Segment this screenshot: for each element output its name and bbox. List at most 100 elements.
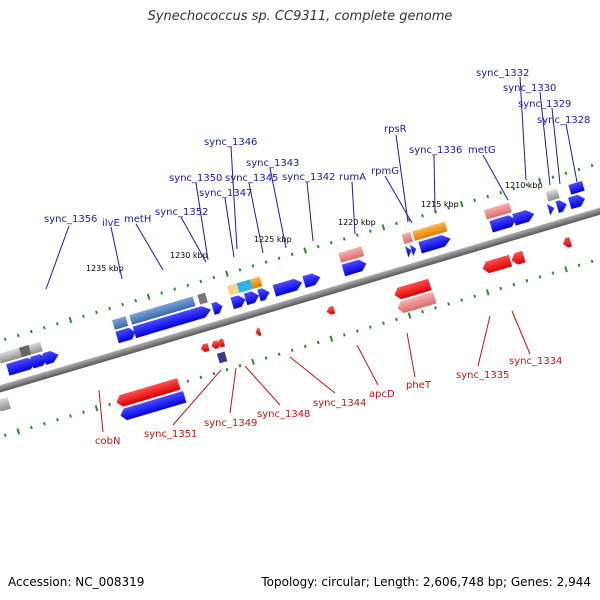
tick-mark <box>82 410 85 414</box>
gene-arrow[interactable] <box>200 343 210 353</box>
gene-label-metG[interactable]: metG <box>468 145 496 156</box>
gene-arrow[interactable] <box>481 254 513 275</box>
gene-label-cobN[interactable]: cobN <box>95 436 120 447</box>
gene-arrow[interactable] <box>489 214 517 233</box>
gene-label-sync-1335[interactable]: sync_1335 <box>456 370 509 381</box>
tick-mark <box>199 279 203 284</box>
gene-arrow[interactable] <box>325 305 336 316</box>
gene-arrow[interactable] <box>119 390 187 422</box>
tick-mark <box>290 252 294 257</box>
tick-mark <box>590 259 594 264</box>
gene-block[interactable] <box>568 181 585 195</box>
gene-arrow[interactable] <box>567 193 587 210</box>
gene-label-sync-1351[interactable]: sync_1351 <box>144 429 197 440</box>
gene-label-sync-1350[interactable]: sync_1350 <box>169 173 222 184</box>
tick-mark <box>485 289 490 296</box>
gene-label-apcD[interactable]: apcD <box>369 389 395 400</box>
gene-label-sync-1346[interactable]: sync_1346 <box>204 137 257 148</box>
gene-block[interactable] <box>129 296 196 325</box>
reverse-strand-genes <box>0 236 573 422</box>
tick-mark <box>3 337 7 342</box>
gene-block[interactable] <box>112 316 129 330</box>
gene-label-sync-1342[interactable]: sync_1342 <box>282 172 335 183</box>
gene-label-ilvE[interactable]: ilvE <box>102 218 120 229</box>
gene-arrow[interactable] <box>210 340 220 350</box>
gene-label-rpsR[interactable]: rpsR <box>384 124 407 135</box>
tick-mark <box>3 433 7 437</box>
gene-block[interactable] <box>484 202 512 220</box>
tick-mark <box>277 256 281 260</box>
gene-arrow[interactable] <box>409 243 418 257</box>
tick-mark <box>382 321 385 325</box>
gene-arrow[interactable] <box>302 272 322 288</box>
gene-arrow[interactable] <box>211 300 224 315</box>
gene-label-sync-1329[interactable]: sync_1329 <box>518 99 571 110</box>
tick-mark <box>421 214 424 218</box>
gene-arrow[interactable] <box>393 278 432 301</box>
gene-block[interactable] <box>338 246 365 263</box>
gene-arrow[interactable] <box>562 236 573 249</box>
tick-mark <box>473 294 477 298</box>
gene-arrow[interactable] <box>272 277 304 297</box>
gene-arrow[interactable] <box>418 233 452 254</box>
gene-label-sync-1344[interactable]: sync_1344 <box>313 398 366 409</box>
tick-mark <box>16 333 20 338</box>
gene-label-sync-1345[interactable]: sync_1345 <box>225 173 278 184</box>
gene-block[interactable] <box>412 221 448 241</box>
tick-mark <box>251 264 255 268</box>
gene-block[interactable] <box>250 276 263 289</box>
gene-block[interactable] <box>0 347 22 364</box>
gene-arrow[interactable] <box>132 304 213 339</box>
gene-label-sync-1348[interactable]: sync_1348 <box>257 409 310 420</box>
gene-arrow[interactable] <box>42 349 61 365</box>
gene-arrow[interactable] <box>512 208 536 226</box>
gene-block[interactable] <box>545 188 560 202</box>
gene-label-sync-1347[interactable]: sync_1347 <box>199 188 252 199</box>
gene-block[interactable] <box>216 351 228 364</box>
gene-block[interactable] <box>227 283 240 296</box>
gene-label-sync-1334[interactable]: sync_1334 <box>509 356 562 367</box>
gene-arrow[interactable] <box>404 245 413 258</box>
gene-arrow[interactable] <box>243 290 261 306</box>
gene-label-rumA[interactable]: rumA <box>339 172 366 183</box>
tick-mark <box>43 421 46 426</box>
gene-arrow[interactable] <box>257 287 271 302</box>
gene-label-sync-1349[interactable]: sync_1349 <box>204 418 257 429</box>
tick-mark <box>342 237 346 241</box>
tick-mark <box>499 190 503 195</box>
gene-block[interactable] <box>18 344 32 358</box>
gene-arrow[interactable] <box>230 294 247 310</box>
gene-arrow[interactable] <box>510 250 526 266</box>
gene-arrow[interactable] <box>0 397 11 413</box>
gene-arrow[interactable] <box>115 378 181 408</box>
gene-arrow[interactable] <box>6 356 38 376</box>
tick-mark <box>564 171 568 175</box>
gene-arrow[interactable] <box>341 258 368 277</box>
genome-backbone <box>0 183 600 417</box>
gene-block[interactable] <box>236 279 253 293</box>
forward-strand-genes <box>0 181 587 376</box>
gene-label-sync-1356[interactable]: sync_1356 <box>44 214 97 225</box>
gene-label-rpmG[interactable]: rpmG <box>371 166 399 177</box>
gene-label-sync-1352[interactable]: sync_1352 <box>155 207 208 218</box>
gene-label-sync-1332[interactable]: sync_1332 <box>476 68 529 79</box>
gene-block[interactable] <box>197 292 208 305</box>
tick-mark <box>525 279 529 283</box>
gene-label-sync-1328[interactable]: sync_1328 <box>537 115 590 126</box>
gene-block[interactable] <box>28 341 43 355</box>
gene-label-sync-1343[interactable]: sync_1343 <box>246 158 299 169</box>
gene-arrow[interactable] <box>396 291 437 315</box>
gene-label-sync-1330[interactable]: sync_1330 <box>503 83 556 94</box>
gene-arrow[interactable] <box>254 327 262 337</box>
upper-tick-row <box>3 163 594 342</box>
gene-arrow[interactable] <box>555 199 569 213</box>
gene-label-metH[interactable]: metH <box>124 214 151 225</box>
gene-arrow[interactable] <box>546 202 556 216</box>
gene-block[interactable] <box>401 231 414 245</box>
tick-mark <box>551 271 555 275</box>
gene-label-sync-1336[interactable]: sync_1336 <box>409 145 462 156</box>
gene-label-pheT[interactable]: pheT <box>406 380 432 391</box>
gene-arrow[interactable] <box>30 352 50 369</box>
gene-arrow[interactable] <box>115 326 137 344</box>
gene-arrow[interactable] <box>216 338 226 349</box>
